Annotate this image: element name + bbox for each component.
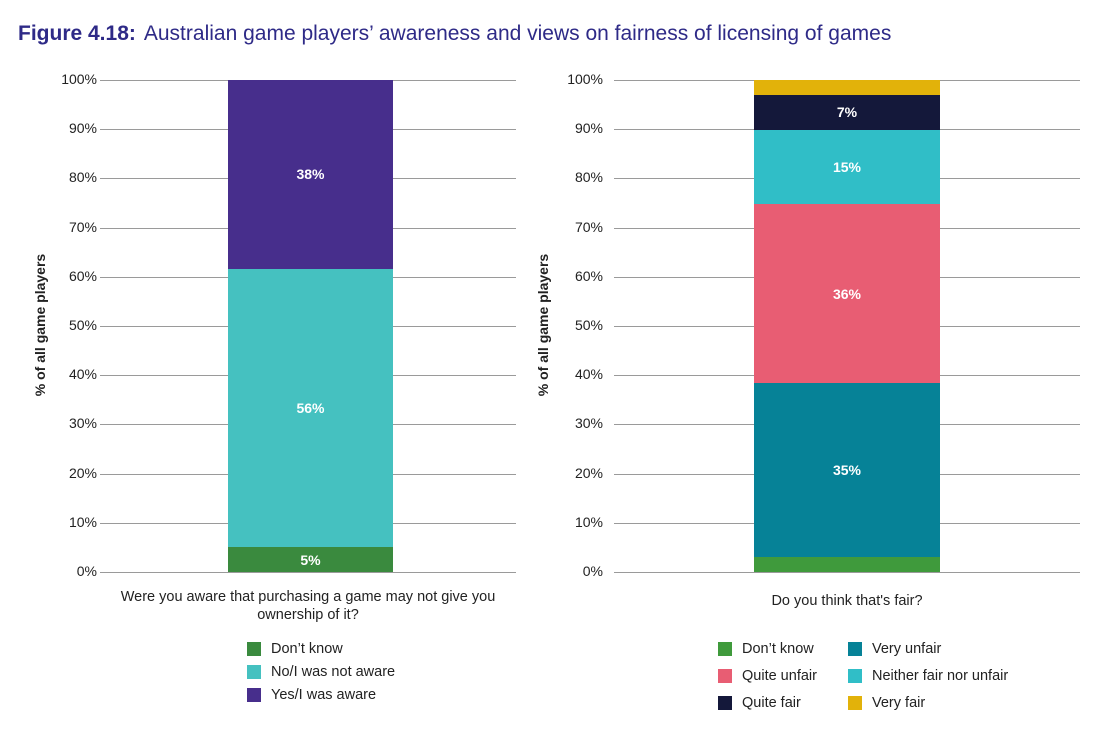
legend-label: No/I was not aware xyxy=(271,664,396,680)
legend-swatch xyxy=(848,642,862,656)
legend-item: Neither fair nor unfair xyxy=(848,668,1008,684)
figure-title: Figure 4.18: Australian game players’ awa… xyxy=(18,22,891,46)
legend-swatch xyxy=(247,688,261,702)
bar-segment: 56% xyxy=(228,268,393,548)
y-tick-label: 50% xyxy=(574,317,603,333)
bar-segment xyxy=(754,557,940,572)
y-tick-label: 50% xyxy=(68,317,97,333)
bar-segment: 38% xyxy=(228,80,393,269)
y-tick-label: 10% xyxy=(574,513,603,530)
y-tick-label: 60% xyxy=(574,267,603,284)
y-tick-label: 100% xyxy=(61,71,97,87)
legend-label: Very fair xyxy=(872,695,926,711)
legend-swatch xyxy=(247,642,261,656)
legend-item: Very fair xyxy=(848,695,925,711)
legend-label: Quite fair xyxy=(742,695,801,711)
y-tick-label: 20% xyxy=(574,464,603,481)
legend-item: Don’t know xyxy=(247,641,343,657)
legend-label: Yes/I was aware xyxy=(271,687,377,703)
legend-item: Quite unfair xyxy=(718,668,817,684)
bar-segment: 35% xyxy=(754,383,940,558)
data-label: 38% xyxy=(296,166,325,183)
bar-segment: 7% xyxy=(754,94,940,130)
data-label: 7% xyxy=(836,104,858,121)
y-tick-label: 40% xyxy=(68,366,97,383)
legend-item: Don’t know xyxy=(718,641,814,657)
legend-item: Quite fair xyxy=(718,695,801,711)
y-tick-label: 60% xyxy=(68,267,97,284)
gridline xyxy=(614,572,1080,573)
legend-label: Don’t know xyxy=(742,641,814,657)
x-axis-label: Do you think that's fair? xyxy=(771,593,923,609)
legend-swatch xyxy=(848,696,862,710)
x-axis-label: Were you aware that purchasing a game ma… xyxy=(120,589,496,623)
y-tick-label: 80% xyxy=(574,169,603,186)
data-label: 36% xyxy=(832,285,862,302)
y-tick-label: 70% xyxy=(68,218,97,235)
legend-item: Very unfair xyxy=(848,641,941,657)
y-axis-title: % of all game players xyxy=(535,253,551,397)
y-tick-label: 10% xyxy=(68,513,97,530)
y-tick-label: 90% xyxy=(574,120,603,137)
y-tick-label: 100% xyxy=(567,71,603,87)
legend-swatch xyxy=(247,665,261,679)
legend-item: Yes/I was aware xyxy=(247,687,376,703)
bar-segment: 15% xyxy=(754,129,940,205)
legend-label: Quite unfair xyxy=(742,668,817,684)
y-tick-label: 0% xyxy=(76,563,97,579)
legend-swatch xyxy=(848,669,862,683)
y-tick-label: 20% xyxy=(68,464,97,481)
figure-number: Figure 4.18: xyxy=(18,22,136,45)
legend-swatch xyxy=(718,669,732,683)
y-tick-label: 90% xyxy=(68,120,97,137)
legend-swatch xyxy=(718,696,732,710)
y-tick-label: 80% xyxy=(68,169,97,186)
gridline xyxy=(100,572,516,573)
legend-label: Neither fair nor unfair xyxy=(872,668,1009,684)
data-label: 5% xyxy=(300,551,321,568)
y-axis-title: % of all game players xyxy=(32,253,48,397)
data-label: 15% xyxy=(832,158,862,175)
legend-item: No/I was not aware xyxy=(247,664,395,680)
y-tick-label: 30% xyxy=(68,415,97,432)
bar-segment: 36% xyxy=(754,204,940,384)
data-label: 35% xyxy=(832,462,862,479)
legend-swatch xyxy=(718,642,732,656)
bar-segment xyxy=(754,80,940,95)
legend-label: Very unfair xyxy=(872,641,942,657)
data-label: 56% xyxy=(296,399,325,416)
y-tick-label: 0% xyxy=(582,563,603,579)
legend-label: Don’t know xyxy=(271,641,343,657)
y-tick-label: 30% xyxy=(574,415,603,432)
figure-title-text: Australian game players’ awareness and v… xyxy=(143,22,892,45)
bar-segment: 5% xyxy=(228,547,393,572)
y-tick-label: 70% xyxy=(574,218,603,235)
y-tick-label: 40% xyxy=(574,366,603,383)
